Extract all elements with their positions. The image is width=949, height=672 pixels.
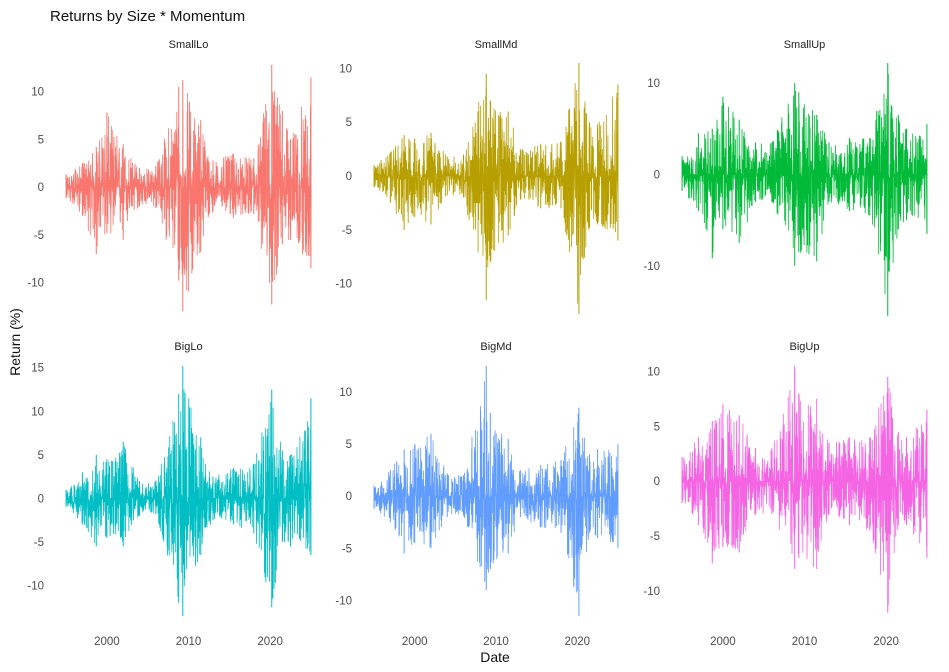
y-tick-label: 10 [31,406,44,418]
y-tick-label: 15 [31,363,44,375]
panel-title-bigmd: BigMd [480,341,511,353]
y-tick-label: -10 [27,581,44,593]
series-line-smallmd [373,83,619,304]
y-tick-label: 0 [346,171,352,183]
y-tick-label: -10 [643,261,660,273]
y-axis-title: Return (%) [7,308,23,376]
y-tick-label: 10 [339,387,352,399]
y-tick-label: 10 [339,63,352,75]
panel-bigup: BigUp -10 -5 0 5 10 2000 2010 2020 [643,341,928,648]
series-line-bigup [681,370,928,605]
y-tick-label: -5 [34,537,44,549]
panel-title-smallup: SmallUp [784,39,826,51]
y-tick-label: -5 [34,230,44,242]
chart-title: Returns by Size * Momentum [50,8,245,25]
y-tick-label: 5 [346,439,352,451]
panel-title-biglo: BigLo [174,341,202,353]
x-tick-label: 2010 [176,636,202,648]
panel-title-smallmd: SmallMd [475,39,518,51]
y-tick-label: 10 [647,366,660,378]
y-tick-label: 5 [654,421,660,433]
y-tick-label: 5 [346,117,352,129]
y-tick-label: 0 [38,493,44,505]
x-axis-title: Date [480,649,510,665]
panel-title-bigup: BigUp [790,341,820,353]
facet-panels: SmallLo -10 -5 0 5 10 SmallMd -10 -5 0 5 10 SmallUp -… [27,39,928,648]
series-line-biglo [65,389,312,599]
y-tick-label: 10 [647,78,660,90]
x-tick-label: 2020 [873,636,899,648]
panel-smallup: SmallUp -10 0 10 [643,39,928,316]
series-line-bigmd [373,381,619,593]
y-tick-label: 5 [38,450,44,462]
x-tick-label: 2010 [792,636,818,648]
y-tick-label: 0 [654,169,660,181]
y-tick-label: -5 [650,531,660,543]
y-tick-label: -5 [342,543,352,555]
x-tick-label: 2010 [483,636,509,648]
y-tick-label: 0 [38,182,44,194]
panel-smalllo: SmallLo -10 -5 0 5 10 [27,39,312,312]
y-tick-label: -10 [27,278,44,290]
x-tick-label: 2020 [564,636,590,648]
y-tick-label: -10 [335,279,352,291]
x-tick-label: 2000 [94,636,120,648]
y-tick-label: 0 [346,491,352,503]
y-tick-label: 0 [654,476,660,488]
y-tick-label: -5 [342,225,352,237]
x-tick-label: 2000 [402,636,428,648]
x-tick-label: 2020 [257,636,283,648]
panel-title-smalllo: SmallLo [169,39,209,51]
series-line-smallup [681,73,928,295]
y-tick-label: -10 [643,586,660,598]
y-tick-label: 10 [31,87,44,99]
y-tick-label: -10 [335,595,352,607]
panel-biglo: BigLo -10 -5 0 5 10 15 2000 2010 2020 [27,341,312,648]
panel-smallmd: SmallMd -10 -5 0 5 10 [335,39,619,314]
y-tick-label: 5 [38,134,44,146]
x-tick-label: 2000 [710,636,736,648]
series-line-smalllo [65,91,312,292]
panel-bigmd: BigMd -10 -5 0 5 10 2000 2010 2020 [335,341,619,648]
